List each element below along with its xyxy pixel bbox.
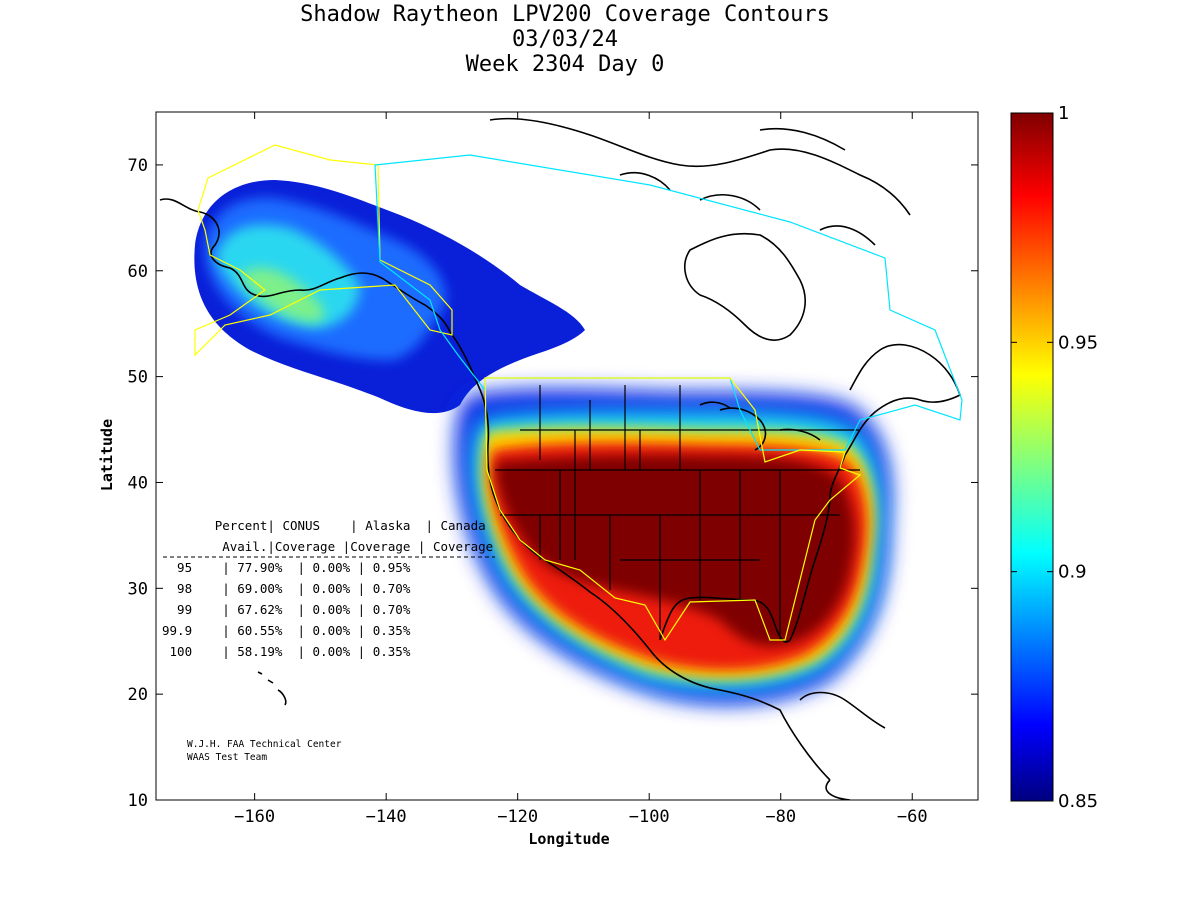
hudson-bay (684, 232, 806, 341)
coastlines (159, 117, 961, 800)
hdr-canada: Canada (441, 518, 486, 533)
alaska-coast (159, 198, 451, 333)
y-tick-label: 40 (128, 473, 148, 493)
colorbar-tick-label: 0.95 (1058, 332, 1098, 353)
coverage-contours (194, 180, 892, 705)
central-america (799, 691, 886, 800)
table-header-row1: Percent| CONUS | Alaska | Canada (162, 518, 523, 533)
colorbar-tick-label: 1 (1058, 103, 1069, 124)
coverage-table: Percent| CONUS | Alaska | Canada Avail.|… (162, 518, 531, 659)
hawaii-islands (257, 671, 287, 706)
hdr-avail: Avail. (222, 539, 267, 554)
arctic-islands (489, 117, 911, 246)
hdr-percent: Percent (215, 518, 268, 533)
x-axis-label: Longitude (528, 830, 609, 848)
alaska-coverage-core (240, 267, 325, 322)
y-tick-label: 10 (128, 791, 148, 811)
chart-week: Week 2304 Day 0 (465, 52, 665, 77)
region-boundaries (194, 144, 963, 642)
y-axis-label: Latitude (98, 419, 116, 491)
chart-date: 03/03/24 (512, 27, 618, 52)
table-header-row2: Avail.|Coverage |Coverage | Coverage (162, 539, 531, 554)
conus-coverage-darkred (496, 455, 855, 647)
table-row: 98 | 69.00% | 0.00% | 0.70% (162, 581, 411, 596)
y-tick-label: 60 (128, 262, 148, 282)
hdr-conus-cov: Coverage (275, 539, 335, 554)
table-row: 100 | 58.19% | 0.00% | 0.35% (162, 644, 411, 659)
table-row: 99.9 | 60.55% | 0.00% | 0.35% (162, 623, 411, 638)
colorbar-tick-label: 0.9 (1058, 562, 1087, 583)
table-row: 99 | 67.62% | 0.00% | 0.70% (162, 602, 411, 617)
hdr-alaska: Alaska (365, 518, 410, 533)
conus-boundary (484, 377, 862, 642)
canada-boundary (374, 154, 963, 451)
x-tick-label: −60 (897, 807, 928, 827)
y-tick-label: 50 (128, 368, 148, 388)
x-tick-label: −100 (629, 807, 670, 827)
table-rows: 95 | 77.90% | 0.00% | 0.95% 98 | 69.00% … (162, 560, 411, 659)
alaska-boundary (194, 144, 453, 357)
y-tick-label: 30 (128, 579, 148, 599)
hdr-canada-cov: Coverage (433, 539, 493, 554)
state-borders (495, 385, 860, 640)
table-row: 95 | 77.90% | 0.00% | 0.95% (162, 560, 411, 575)
colorbar-ticks: 1 0.95 0.9 0.85 (1011, 103, 1098, 812)
credit-line1: W.J.H. FAA Technical Center (187, 739, 342, 750)
hdr-alaska-cov: Coverage (350, 539, 410, 554)
y-tick-label: 20 (128, 685, 148, 705)
x-tick-label: −80 (765, 807, 796, 827)
y-tick-label: 70 (128, 156, 148, 176)
x-tick-label: −140 (366, 807, 407, 827)
pacific-coast (449, 331, 831, 781)
x-tick-label: −120 (497, 807, 538, 827)
axis-ticks: −160 −140 −120 −100 −80 −60 10 20 30 40 50 60 70 (128, 112, 978, 827)
plot-frame (155, 111, 979, 801)
colorbar (1010, 112, 1054, 802)
hdr-conus: CONUS (282, 518, 320, 533)
x-tick-label: −160 (234, 807, 275, 827)
chart-title: Shadow Raytheon LPV200 Coverage Contours (300, 2, 830, 27)
credit-line2: WAAS Test Team (187, 752, 267, 763)
colorbar-tick-label: 0.85 (1058, 791, 1098, 812)
